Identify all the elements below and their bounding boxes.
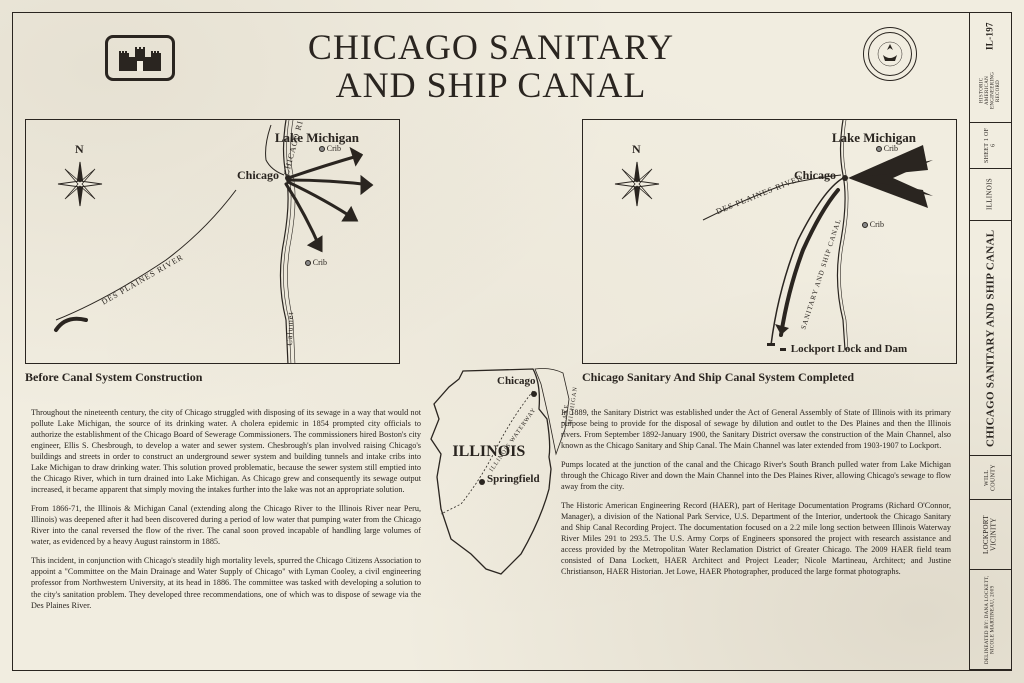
maps-row: N Lake Michigan Chicago: [25, 119, 957, 399]
tb-vicinity: LOCKPORT VICINITY: [970, 500, 1011, 570]
para-l3: This incident, in conjunction with Chica…: [31, 555, 421, 610]
text-col-left: Throughout the nineteenth century, the c…: [31, 407, 421, 619]
chicago-dot: [531, 391, 537, 397]
title-line-1: CHICAGO SANITARY: [308, 27, 674, 67]
tb-program: HISTORIC AMERICAN ENGINEERING RECORD: [970, 59, 1011, 123]
tb-sheet: SHEET 1 OF 6: [970, 123, 1011, 169]
crib-label-1: Crib: [876, 144, 898, 153]
map-before-svg: [26, 120, 400, 364]
main-content: CHICAGO SANITARY AND SHIP CANAL N: [13, 13, 969, 670]
springfield-dot: [479, 479, 485, 485]
title-line-2: AND SHIP CANAL: [336, 65, 647, 105]
chicago-city-label: Chicago: [497, 375, 536, 387]
map-after: N Lake Michigan Chicago: [582, 119, 957, 364]
illinois-state-seal-icon: [863, 27, 917, 81]
map-before: N Lake Michigan Chicago: [25, 119, 400, 364]
map-before-caption: Before Canal System Construction: [25, 370, 400, 385]
para-r2: Pumps located at the junction of the can…: [561, 459, 951, 492]
illinois-label: ILLINOIS: [452, 443, 525, 461]
springfield-city-label: Springfield: [487, 473, 540, 485]
lockport-label: Lockport Lock and Dam: [778, 343, 907, 355]
para-l1: Throughout the nineteenth century, the c…: [31, 407, 421, 496]
crib-label-2: Crib: [862, 220, 884, 229]
map-panel-after: N Lake Michigan Chicago: [582, 119, 957, 399]
para-r3: The Historic American Engineering Record…: [561, 500, 951, 577]
tb-credits: DELINEATED BY: DANA LOCKETT, NICOLE MART…: [970, 570, 1011, 670]
title-block-strip: IL-197 HISTORIC AMERICAN ENGINEERING REC…: [969, 13, 1011, 670]
sheet-border: CHICAGO SANITARY AND SHIP CANAL N: [12, 12, 1012, 671]
illinois-locator-map: Chicago Springfield LAKE MICHIGAN ILLINO…: [401, 359, 581, 599]
map-panel-before: N Lake Michigan Chicago: [25, 119, 400, 399]
crib-label-2: Crib: [305, 258, 327, 267]
map-after-caption: Chicago Sanitary And Ship Canal System C…: [582, 370, 957, 385]
tb-name: CHICAGO SANITARY AND SHIP CANAL: [970, 221, 1011, 456]
text-col-right: In 1889, the Sanitary District was estab…: [561, 407, 951, 619]
tb-county: WILL COUNTY: [970, 456, 1011, 500]
tb-state: ILLINOIS: [970, 169, 1011, 221]
para-l2: From 1866-71, the Illinois & Michigan Ca…: [31, 503, 421, 547]
crib-label-1: Crib: [319, 144, 341, 153]
usace-castle-logo: [105, 35, 175, 81]
tb-id: IL-197: [970, 13, 1011, 59]
calumet-label: Calumet: [285, 311, 295, 345]
map-after-svg: [583, 120, 957, 364]
header: CHICAGO SANITARY AND SHIP CANAL: [25, 23, 957, 105]
para-r1: In 1889, the Sanitary District was estab…: [561, 407, 951, 451]
